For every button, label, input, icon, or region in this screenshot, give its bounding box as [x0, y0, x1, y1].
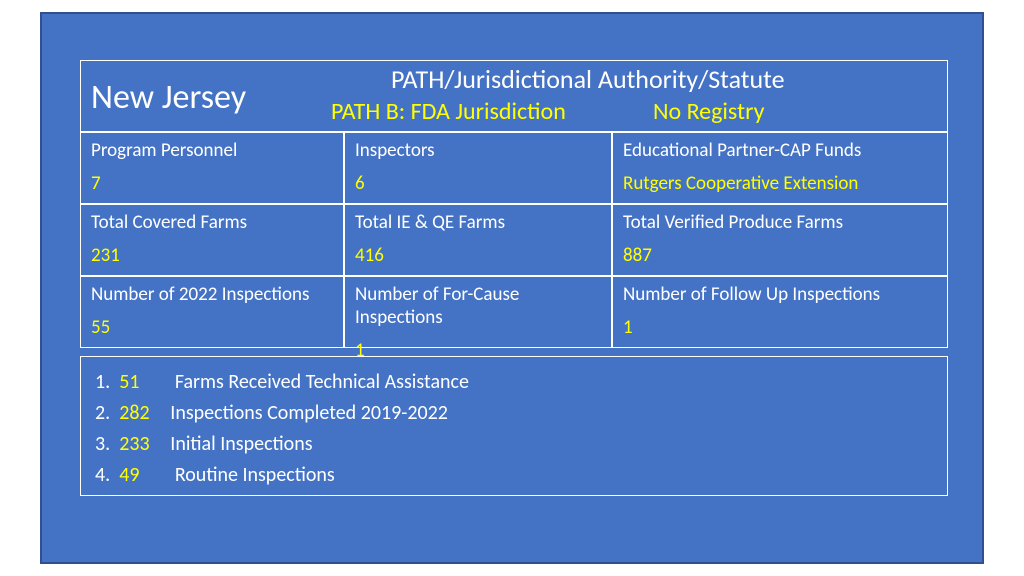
list-number: 51	[119, 367, 161, 398]
list-text: Inspections Completed 2019-2022	[170, 401, 448, 425]
label: Total IE & QE Farms	[355, 211, 505, 234]
list-item: 4. 49 Routine Inspections	[95, 460, 933, 491]
value: Rutgers Cooperative Extension	[623, 172, 937, 195]
cell-for-cause: Number of For-Cause Inspections 1	[344, 276, 612, 348]
header-top: PATH/Jurisdictional Authority/Statute	[391, 63, 785, 95]
list-item: 1. 51 Farms Received Technical Assistanc…	[95, 367, 933, 398]
list-text: Routine Inspections	[175, 463, 335, 487]
cell-inspectors: Inspectors 6	[344, 132, 612, 204]
list-item: 2. 282 Inspections Completed 2019-2022	[95, 398, 933, 429]
list-prefix: 3.	[95, 432, 110, 456]
label: Educational Partner-CAP Funds	[623, 139, 861, 162]
header-sub-left: PATH B: FDA Jurisdiction	[331, 97, 566, 126]
title-row: New Jersey PATH/Jurisdictional Authority…	[80, 60, 948, 132]
label: Number of For-Cause Inspections	[355, 283, 519, 329]
list-text: Initial Inspections	[170, 432, 312, 456]
list-number: 282	[119, 398, 161, 429]
label: Total Verified Produce Farms	[623, 211, 843, 234]
cell-2022-inspections: Number of 2022 Inspections 55	[80, 276, 344, 348]
value: 1	[623, 316, 937, 339]
header-sub-right: No Registry	[653, 97, 764, 126]
value: 416	[355, 244, 601, 267]
label: Number of Follow Up Inspections	[623, 283, 880, 306]
value: 887	[623, 244, 937, 267]
label: Total Covered Farms	[91, 211, 247, 234]
list-prefix: 2.	[95, 401, 110, 425]
label: Number of 2022 Inspections	[91, 283, 309, 306]
list-item: 3. 233 Initial Inspections	[95, 429, 933, 460]
list-number: 49	[119, 460, 161, 491]
slide: New Jersey PATH/Jurisdictional Authority…	[40, 12, 984, 564]
cell-verified-farms: Total Verified Produce Farms 887	[612, 204, 948, 276]
value: 55	[91, 316, 333, 339]
list-text: Farms Received Technical Assistance	[175, 370, 469, 394]
cell-ie-qe-farms: Total IE & QE Farms 416	[344, 204, 612, 276]
value: 7	[91, 172, 333, 195]
list-number: 233	[119, 429, 161, 460]
cell-edu-partner: Educational Partner-CAP Funds Rutgers Co…	[612, 132, 948, 204]
cell-covered-farms: Total Covered Farms 231	[80, 204, 344, 276]
summary-list: 1. 51 Farms Received Technical Assistanc…	[80, 356, 948, 496]
cell-follow-up: Number of Follow Up Inspections 1	[612, 276, 948, 348]
value: 231	[91, 244, 333, 267]
list-prefix: 4.	[95, 463, 110, 487]
label: Program Personnel	[91, 139, 237, 162]
label: Inspectors	[355, 139, 435, 162]
value: 6	[355, 172, 601, 195]
list-prefix: 1.	[95, 370, 110, 394]
cell-personnel: Program Personnel 7	[80, 132, 344, 204]
state-name: New Jersey	[91, 77, 246, 118]
